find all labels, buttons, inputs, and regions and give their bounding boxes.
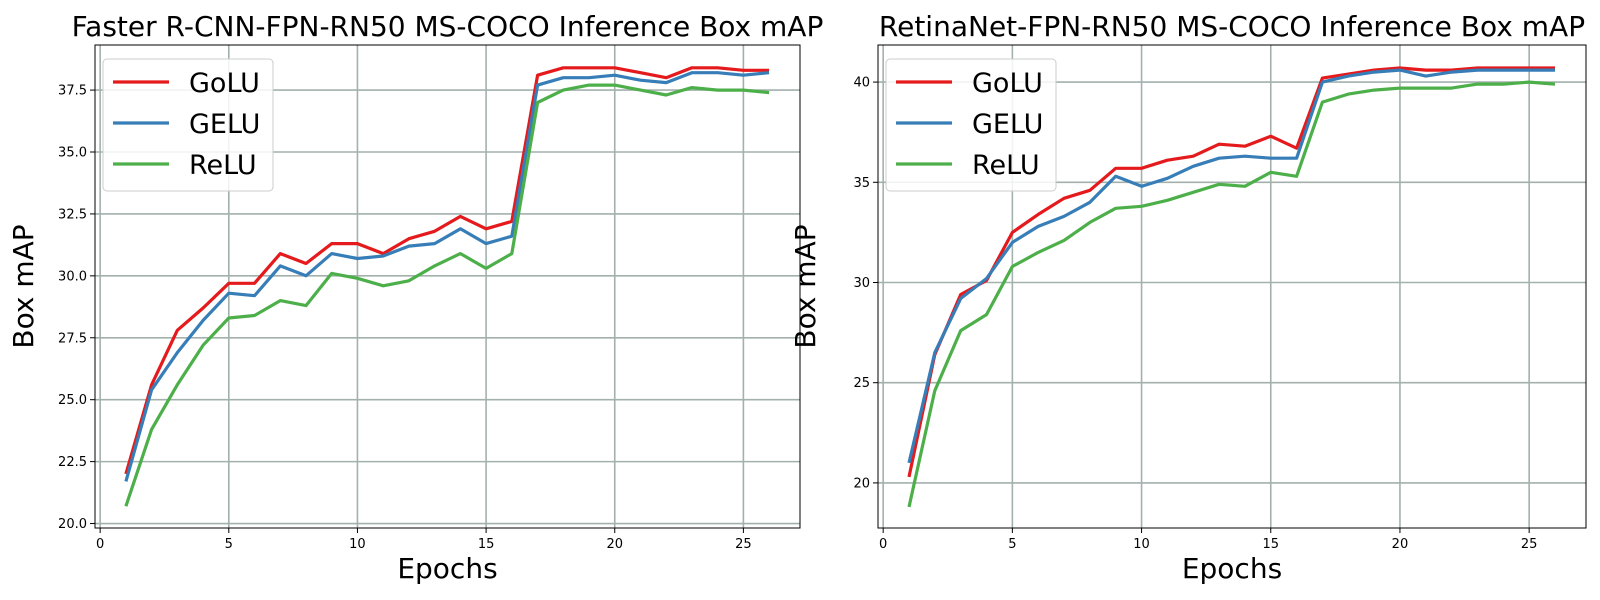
x-tick-label: 15: [478, 537, 495, 552]
y-tick-label: 25: [853, 376, 870, 391]
legend-label-golu: GoLU: [189, 68, 260, 99]
x-tick-label: 5: [1008, 537, 1016, 552]
series-line-gelu: [124, 71, 770, 482]
series-line-golu: [124, 66, 770, 475]
x-tick-label: 25: [735, 537, 752, 552]
y-tick-label: 35.0: [58, 146, 87, 161]
x-tick-label: 25: [1521, 537, 1538, 552]
series-line-gelu: [907, 68, 1555, 464]
x-axis-label: Epochs: [397, 552, 497, 585]
x-tick-label: 0: [879, 537, 887, 552]
y-tick-label: 22.5: [58, 455, 87, 470]
series-line-golu: [907, 66, 1555, 478]
legend-label-gelu: GELU: [189, 109, 260, 140]
y-tick-label: 25.0: [58, 393, 87, 408]
chart-panel-faster-rcnn: 0 5 10 15 20 25 20.0 22.5 25.0 27.5 30.0 32.5 35.0 37…: [7, 10, 823, 585]
x-tick-label: 10: [1133, 537, 1150, 552]
x-tick-label: 20: [1392, 537, 1409, 552]
x-tick-label: 15: [1262, 537, 1279, 552]
legend-label-gelu: GELU: [972, 109, 1043, 140]
x-tick-label: 20: [606, 537, 623, 552]
y-tick-label: 30: [853, 276, 870, 291]
y-tick-label: 27.5: [58, 331, 87, 346]
chart-title: Faster R-CNN-FPN-RN50 MS-COCO Inference …: [72, 10, 824, 43]
legend-box: [102, 58, 274, 192]
y-axis-label: Box mAP: [789, 224, 822, 348]
y-tick-label: 20.0: [58, 517, 87, 532]
legend-label-relu: ReLU: [972, 150, 1040, 181]
x-tick-label: 10: [349, 537, 366, 552]
series-line-relu: [907, 80, 1556, 508]
x-tick-label: 5: [225, 537, 233, 552]
y-axis-label: Box mAP: [7, 224, 40, 348]
y-tick-label: 20: [853, 476, 870, 491]
y-tick-label: 37.5: [58, 84, 87, 99]
legend-label-golu: GoLU: [972, 68, 1043, 99]
legend-label-relu: ReLU: [189, 150, 257, 181]
y-tick-label: 30.0: [58, 269, 87, 284]
x-tick-label: 0: [96, 537, 104, 552]
y-tick-label: 32.5: [58, 207, 87, 222]
plot-frame: [877, 44, 1587, 529]
x-axis-label: Epochs: [1182, 552, 1282, 585]
legend: GoLU GELU ReLU: [102, 58, 274, 192]
legend-box: [885, 58, 1057, 192]
chart-title: RetinaNet-FPN-RN50 MS-COCO Inference Box…: [879, 10, 1585, 43]
legend: GoLU GELU ReLU: [885, 58, 1057, 192]
series-line-relu: [124, 83, 770, 507]
chart-panel-retinanet: 0 5 10 15 20 25 20 25 30 35 40 RetinaNet-FPN-RN50 M…: [789, 10, 1587, 585]
plot-frame: [94, 44, 801, 529]
y-tick-label: 35: [853, 176, 870, 191]
y-tick-label: 40: [853, 76, 870, 91]
